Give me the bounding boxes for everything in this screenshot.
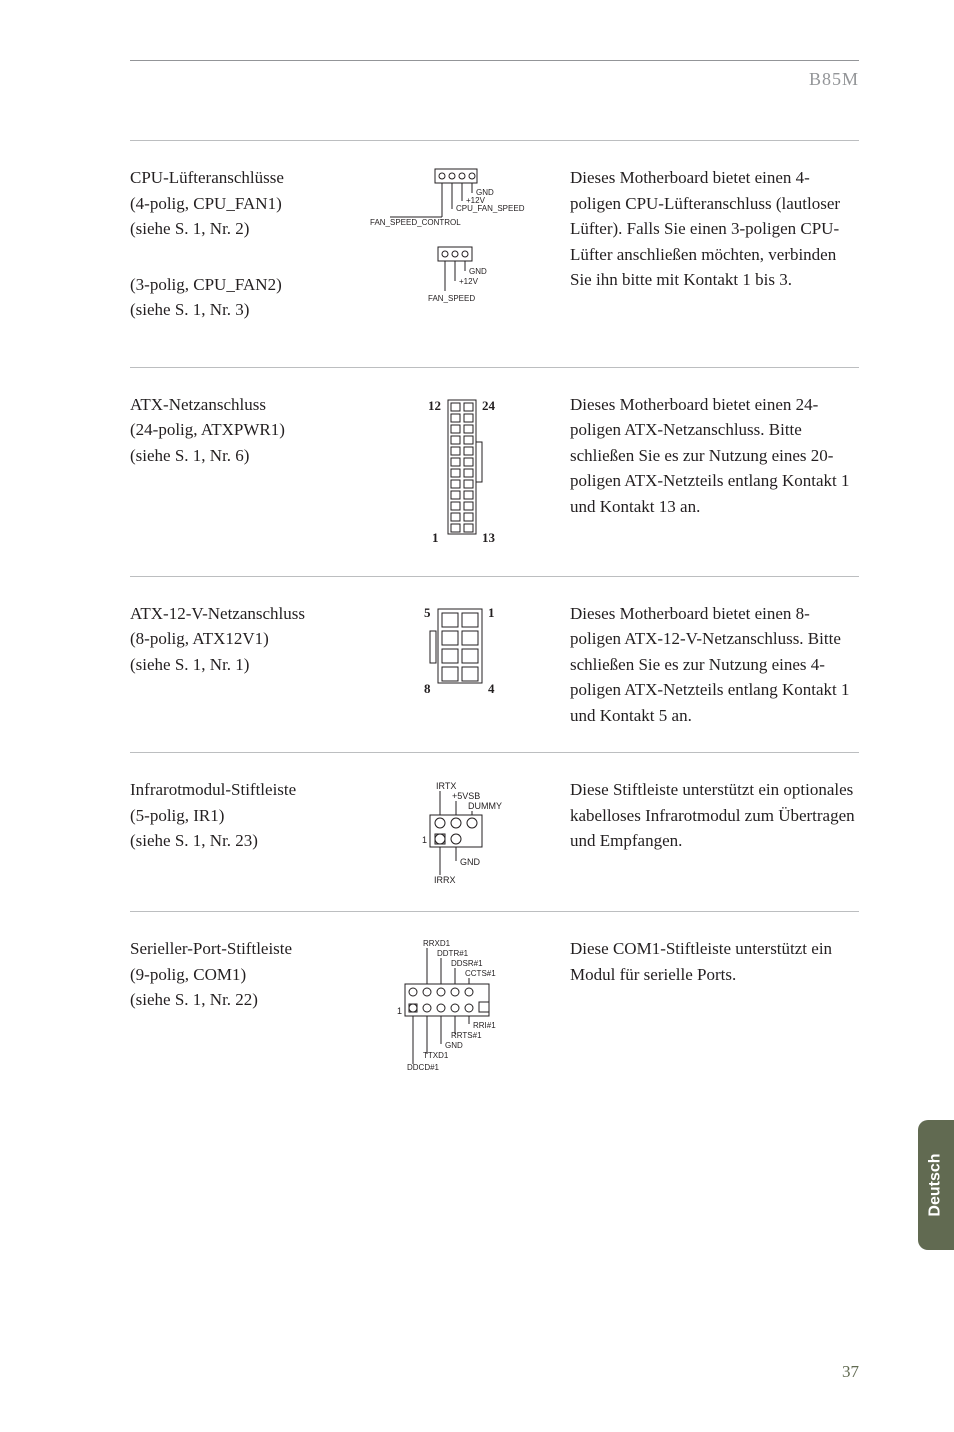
com-p1: 1 bbox=[397, 1006, 402, 1016]
col-right: Diese COM1-Stiftleiste unterstützt ein M… bbox=[560, 936, 859, 1076]
col-right: Diese Stiftleiste unterstützt ein option… bbox=[560, 777, 859, 887]
row-title: Infrarotmodul-Stiftleiste bbox=[130, 777, 360, 803]
col-right: Dieses Motherboard bietet einen 8-polige… bbox=[560, 601, 859, 729]
col-mid: 12 24 1 13 bbox=[360, 392, 560, 552]
atx24-diagram: 12 24 1 13 bbox=[390, 392, 530, 552]
row-atx12v: ATX-12-V-Netzanschluss (8-polig, ATX12V1… bbox=[130, 576, 859, 753]
row-title: Serieller-Port-Stiftleiste bbox=[130, 936, 360, 962]
row-sub: (siehe S. 1, Nr. 2) bbox=[130, 216, 360, 242]
com-ttxd1: TTXD1 bbox=[423, 1051, 449, 1060]
col-mid: 5 1 8 4 bbox=[360, 601, 560, 729]
fan4-speed-label: CPU_FAN_SPEED bbox=[456, 204, 525, 213]
header-rule bbox=[130, 60, 859, 61]
col-left: Infrarotmodul-Stiftleiste (5-polig, IR1)… bbox=[130, 777, 360, 887]
row-sub: (4-polig, CPU_FAN1) bbox=[130, 191, 360, 217]
com-rrts: RRTS#1 bbox=[451, 1031, 482, 1040]
fan3-gnd-label: GND bbox=[469, 267, 487, 276]
language-label: Deutsch bbox=[927, 1153, 945, 1216]
row-sub: (24-polig, ATXPWR1) bbox=[130, 417, 360, 443]
fan3-speed-label: FAN_SPEED bbox=[428, 294, 475, 303]
ir-diagram: IRTX +5VSB DUMMY 1 GND IRRX bbox=[390, 777, 530, 887]
col-right: Dieses Motherboard bietet einen 24-polig… bbox=[560, 392, 859, 552]
atx24-p13: 13 bbox=[482, 530, 496, 545]
atx8-p5: 5 bbox=[424, 605, 431, 620]
com-ddtr: DDTR#1 bbox=[437, 949, 469, 958]
row-sub: (siehe S. 1, Nr. 1) bbox=[130, 652, 360, 678]
com-gnd: GND bbox=[445, 1041, 463, 1050]
col-mid: GND +12V CPU_FAN_SPEED FAN_SPEED_CONTROL… bbox=[360, 165, 560, 343]
fan3-diagram: GND +12V FAN_SPEED bbox=[400, 243, 520, 313]
col-mid: RRXD1 DDTR#1 DDSR#1 CCTS#1 1 bbox=[360, 936, 560, 1076]
row-title: ATX-12-V-Netzanschluss bbox=[130, 601, 360, 627]
row-sub: (9-polig, COM1) bbox=[130, 962, 360, 988]
page-number: 37 bbox=[842, 1362, 859, 1382]
ir-irrx: IRRX bbox=[434, 875, 456, 885]
row-cpu-fans: CPU-Lüfteranschlüsse (4-polig, CPU_FAN1)… bbox=[130, 140, 859, 367]
row-sub: (siehe S. 1, Nr. 22) bbox=[130, 987, 360, 1013]
atx24-p24: 24 bbox=[482, 398, 496, 413]
ir-irtx: IRTX bbox=[436, 781, 456, 791]
com-diagram: RRXD1 DDTR#1 DDSR#1 CCTS#1 1 bbox=[375, 936, 545, 1076]
com-ddsr: DDSR#1 bbox=[451, 959, 483, 968]
fan4-diagram: GND +12V CPU_FAN_SPEED FAN_SPEED_CONTROL bbox=[370, 165, 550, 235]
col-right: Dieses Motherboard bietet einen 4-polige… bbox=[560, 165, 859, 343]
col-left: CPU-Lüfteranschlüsse (4-polig, CPU_FAN1)… bbox=[130, 165, 360, 343]
com-rrxd1: RRXD1 bbox=[423, 939, 451, 948]
language-tab: Deutsch bbox=[918, 1120, 954, 1250]
row-ir: Infrarotmodul-Stiftleiste (5-polig, IR1)… bbox=[130, 752, 859, 911]
row-sub: (5-polig, IR1) bbox=[130, 803, 360, 829]
row-sub: (siehe S. 1, Nr. 3) bbox=[130, 297, 360, 323]
atx8-diagram: 5 1 8 4 bbox=[400, 601, 520, 701]
fan4-ctrl-label: FAN_SPEED_CONTROL bbox=[370, 218, 461, 227]
row-sub: (3-polig, CPU_FAN2) bbox=[130, 272, 360, 298]
row-title: ATX-Netzanschluss bbox=[130, 392, 360, 418]
atx24-p12: 12 bbox=[428, 398, 441, 413]
row-atx24: ATX-Netzanschluss (24-polig, ATXPWR1) (s… bbox=[130, 367, 859, 576]
col-left: ATX-12-V-Netzanschluss (8-polig, ATX12V1… bbox=[130, 601, 360, 729]
row-sub: (8-polig, ATX12V1) bbox=[130, 626, 360, 652]
com-rri: RRI#1 bbox=[473, 1021, 496, 1030]
ir-gnd: GND bbox=[460, 857, 481, 867]
model-name: B85M bbox=[130, 69, 859, 90]
com-ddcd: DDCD#1 bbox=[407, 1063, 440, 1072]
ir-dummy: DUMMY bbox=[468, 801, 502, 811]
atx8-p4: 4 bbox=[488, 681, 495, 696]
atx8-p8: 8 bbox=[424, 681, 431, 696]
ir-5v: +5VSB bbox=[452, 791, 480, 801]
col-left: ATX-Netzanschluss (24-polig, ATXPWR1) (s… bbox=[130, 392, 360, 552]
row-title: CPU-Lüfteranschlüsse bbox=[130, 165, 360, 191]
row-com: Serieller-Port-Stiftleiste (9-polig, COM… bbox=[130, 911, 859, 1100]
row-sub: (siehe S. 1, Nr. 23) bbox=[130, 828, 360, 854]
col-left: Serieller-Port-Stiftleiste (9-polig, COM… bbox=[130, 936, 360, 1076]
atx24-p1: 1 bbox=[432, 530, 439, 545]
atx8-p1: 1 bbox=[488, 605, 495, 620]
col-mid: IRTX +5VSB DUMMY 1 GND IRRX bbox=[360, 777, 560, 887]
ir-p1: 1 bbox=[422, 835, 427, 845]
fan3-12v-label: +12V bbox=[459, 277, 479, 286]
com-ccts: CCTS#1 bbox=[465, 969, 496, 978]
row-sub: (siehe S. 1, Nr. 6) bbox=[130, 443, 360, 469]
